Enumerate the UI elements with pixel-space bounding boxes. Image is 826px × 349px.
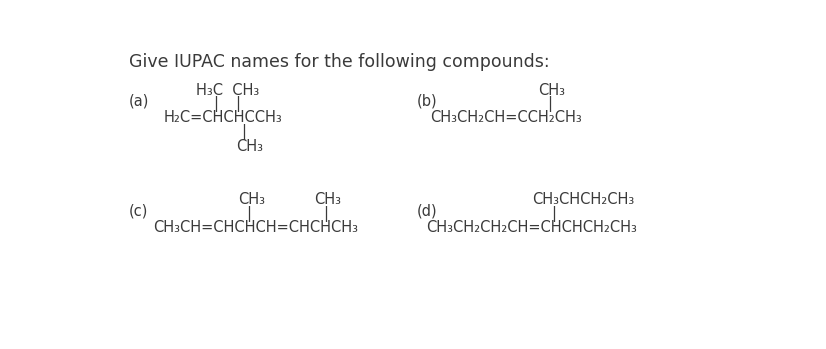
Text: CH₃: CH₃ xyxy=(315,192,341,207)
Text: |: | xyxy=(323,206,328,222)
Text: |: | xyxy=(547,96,552,112)
Text: H₂C=CHCHCCH₃: H₂C=CHCHCCH₃ xyxy=(164,110,282,125)
Text: |: | xyxy=(552,206,557,222)
Text: CH₃: CH₃ xyxy=(236,139,263,154)
Text: CH₃: CH₃ xyxy=(238,192,264,207)
Text: Give IUPAC names for the following compounds:: Give IUPAC names for the following compo… xyxy=(129,53,549,70)
Text: CH₃CHCH₂CH₃: CH₃CHCH₂CH₃ xyxy=(532,192,634,207)
Text: H₃C  CH₃: H₃C CH₃ xyxy=(196,83,259,98)
Text: CH₃CH₂CH₂CH=CHCHCH₂CH₃: CH₃CH₂CH₂CH=CHCHCH₂CH₃ xyxy=(426,220,638,235)
Text: (b): (b) xyxy=(417,94,438,109)
Text: |: | xyxy=(241,124,246,140)
Text: CH₃CH₂CH=CCH₂CH₃: CH₃CH₂CH=CCH₂CH₃ xyxy=(430,110,582,125)
Text: (a): (a) xyxy=(129,94,150,109)
Text: CH₃: CH₃ xyxy=(539,83,566,98)
Text: |: | xyxy=(235,96,240,112)
Text: (d): (d) xyxy=(417,204,438,219)
Text: (c): (c) xyxy=(129,204,148,219)
Text: |: | xyxy=(213,96,218,112)
Text: |: | xyxy=(246,206,251,222)
Text: CH₃CH=CHCHCH=CHCHCH₃: CH₃CH=CHCHCH=CHCHCH₃ xyxy=(153,220,358,235)
